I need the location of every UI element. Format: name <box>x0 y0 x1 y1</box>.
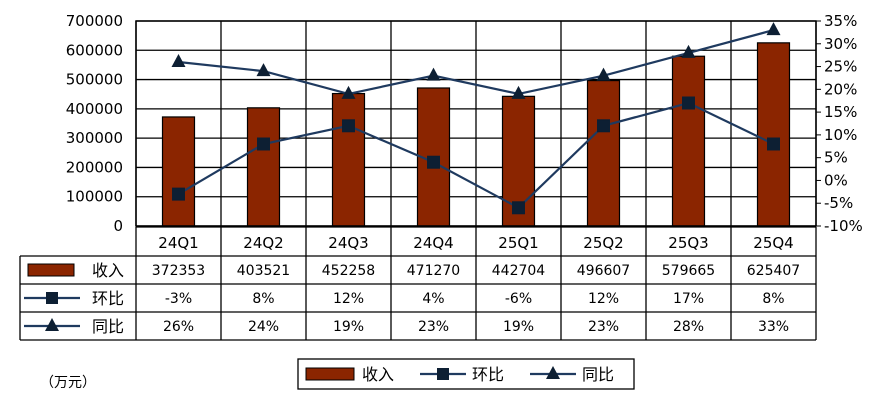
table-series-name: 收入 <box>92 261 124 280</box>
right-tick-label: 30% <box>824 35 857 53</box>
table-cell: 8% <box>762 291 784 307</box>
table-cell: 579665 <box>662 263 715 279</box>
table-cell: 8% <box>252 291 274 307</box>
left-tick-label: 600000 <box>66 41 123 59</box>
left-tick-label: 0 <box>113 217 123 235</box>
point-square-24Q3 <box>342 119 355 133</box>
table-series-name: 环比 <box>92 289 124 308</box>
left-tick-label: 300000 <box>66 129 123 147</box>
category-label: 24Q3 <box>328 234 368 252</box>
right-tick-label: 5% <box>824 149 848 167</box>
axes <box>135 20 817 227</box>
point-triangle-24Q1 <box>171 54 186 67</box>
point-triangle-25Q2 <box>596 67 611 81</box>
table-cell: 23% <box>418 319 449 335</box>
table-cell: -3% <box>165 291 192 307</box>
point-square-25Q1 <box>512 201 525 215</box>
left-axis-ticks: 0 100000 200000 300000 400000 500000 600000 700… <box>66 12 123 235</box>
right-tick-label: 0% <box>824 171 848 189</box>
right-tick-label: 15% <box>824 103 857 121</box>
right-tick-label: -5% <box>824 194 853 212</box>
table-cell: 4% <box>422 291 444 307</box>
point-square-24Q1 <box>172 187 185 201</box>
table-cell: 24% <box>248 319 279 335</box>
table-cell: 12% <box>588 291 619 307</box>
table-cell: 19% <box>503 319 534 335</box>
table-cell: 442704 <box>492 263 546 279</box>
data-table: 24Q1 24Q2 24Q3 24Q4 25Q1 25Q2 25Q3 25Q4 收入 372353… <box>19 226 817 341</box>
table-cell: 19% <box>333 319 364 335</box>
point-square-25Q3 <box>682 96 695 110</box>
bar-24Q1 <box>161 116 196 227</box>
table-cell: 33% <box>758 319 789 335</box>
table-cell: 471270 <box>407 263 460 279</box>
category-label: 24Q4 <box>413 234 453 252</box>
table-cell: 23% <box>588 319 619 335</box>
left-tick-label: 100000 <box>66 188 123 206</box>
gridlines <box>135 20 817 227</box>
legend-label: 收入 <box>362 365 394 384</box>
right-tick-label: 20% <box>824 80 857 98</box>
legend-label: 同比 <box>582 365 614 384</box>
table-cell: 403521 <box>237 263 290 279</box>
point-triangle-25Q1 <box>511 85 526 99</box>
point-square-24Q4 <box>427 155 440 169</box>
table-key-bar <box>27 263 75 277</box>
bar-24Q2 <box>246 107 281 227</box>
bar-24Q3 <box>331 92 366 227</box>
table-cell: 625407 <box>747 263 800 279</box>
point-triangle-25Q3 <box>681 44 696 58</box>
table-cell: 372353 <box>152 263 205 279</box>
right-tick-label: 25% <box>824 58 857 76</box>
table-cell: 12% <box>333 291 364 307</box>
table-series-name: 同比 <box>92 317 124 336</box>
table-cell: 17% <box>673 291 704 307</box>
bar-25Q3 <box>671 55 706 227</box>
category-label: 25Q3 <box>668 234 708 252</box>
right-tick-label: -10% <box>824 217 863 235</box>
point-triangle-24Q4 <box>426 67 441 81</box>
left-tick-label: 700000 <box>66 12 123 30</box>
point-square-24Q2 <box>257 137 270 151</box>
category-label: 25Q1 <box>498 234 538 252</box>
unit-note: （万元） <box>40 375 96 391</box>
legend-key-square <box>437 368 449 380</box>
category-label: 24Q2 <box>243 234 283 252</box>
point-triangle-25Q4 <box>766 22 781 36</box>
legend: 收入 环比 同比 <box>297 358 635 390</box>
point-square-25Q2 <box>597 119 610 133</box>
point-triangle-24Q2 <box>256 63 271 77</box>
table-key-triangle <box>45 318 59 331</box>
legend-label: 环比 <box>472 365 504 384</box>
table-cell: -6% <box>505 291 532 307</box>
point-square-25Q4 <box>767 137 780 151</box>
bar-25Q2 <box>586 79 621 227</box>
plot-frame <box>135 20 817 227</box>
left-tick-label: 400000 <box>66 100 123 118</box>
line-square <box>177 101 774 210</box>
left-tick-label: 200000 <box>66 158 123 176</box>
table-key-square <box>46 292 58 304</box>
category-label: 25Q4 <box>753 234 793 252</box>
category-label: 24Q1 <box>158 234 198 252</box>
line-triangle <box>178 29 774 96</box>
table-cell: 26% <box>163 319 194 335</box>
line-series <box>171 22 781 215</box>
right-tick-label: 35% <box>824 12 857 30</box>
point-triangle-24Q3 <box>341 85 356 99</box>
right-axis-ticks: -10% -5% 0% 5% 10% 15% 20% 25% 30% 35% <box>816 12 863 235</box>
left-tick-label: 500000 <box>66 71 123 89</box>
legend-key-triangle <box>546 366 560 379</box>
table-cell: 496607 <box>577 263 630 279</box>
table-cell: 452258 <box>322 263 375 279</box>
table-cell: 28% <box>673 319 704 335</box>
bar-25Q4 <box>756 42 791 227</box>
right-tick-label: 10% <box>824 126 857 144</box>
legend-key-bar <box>305 367 355 381</box>
category-label: 25Q2 <box>583 234 623 252</box>
